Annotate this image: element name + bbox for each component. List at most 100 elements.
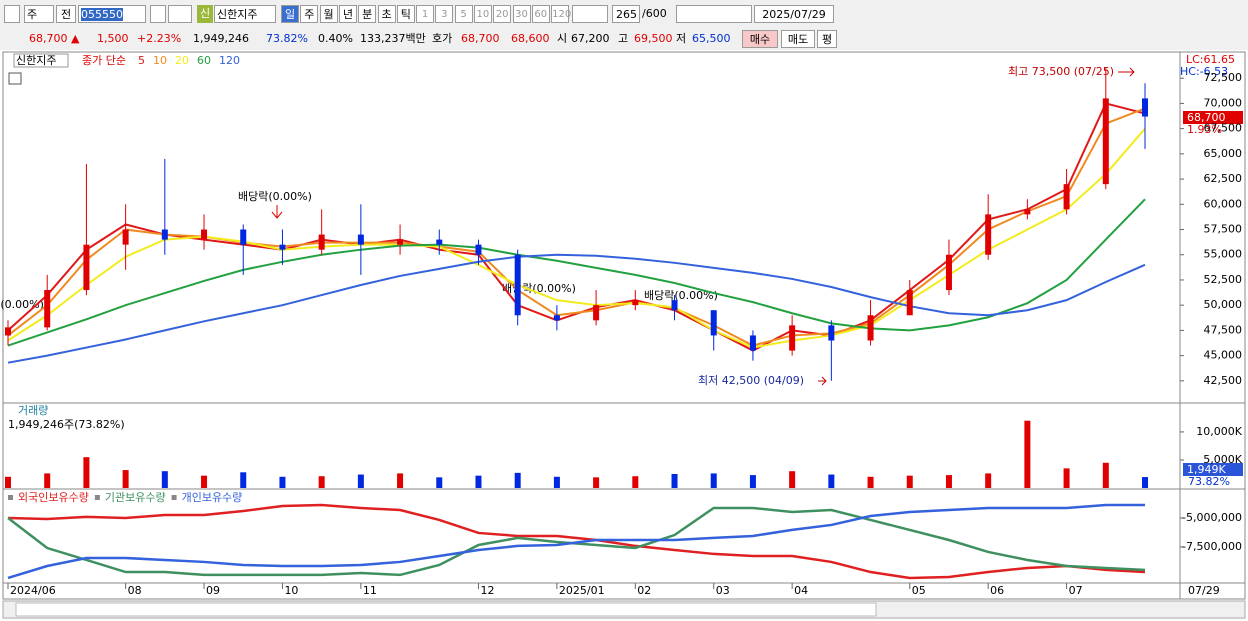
change-pct: +2.23% — [137, 32, 182, 45]
holding-line — [7, 503, 1145, 580]
current-volume: 1,949K — [1187, 463, 1226, 476]
period-button[interactable]: 월 — [319, 5, 338, 23]
low-label: 저 — [676, 32, 687, 45]
volume-bar — [671, 473, 678, 488]
interval-button[interactable]: 60 — [531, 5, 550, 23]
extreme-arrows — [818, 67, 1135, 386]
candle-body — [5, 327, 11, 336]
scroll-thumb[interactable] — [15, 602, 877, 617]
volume-bar — [1142, 477, 1148, 488]
holding-line — [7, 503, 1146, 580]
y-tick-label: -5,000,000 — [1182, 511, 1242, 524]
volume-bar — [1063, 468, 1070, 488]
volume-bar — [632, 476, 639, 488]
tool-icons[interactable] — [676, 5, 752, 23]
interval-button[interactable]: 3 — [435, 5, 454, 23]
x-tick-label: 07 — [1069, 584, 1083, 597]
y-tick-label: 50,000 — [1204, 298, 1243, 311]
y-tick-label: 57,500 — [1204, 223, 1243, 236]
y-tick-label: 47,500 — [1204, 323, 1243, 336]
legend-item: 외국인보유수량 — [18, 491, 89, 504]
volume-bar — [436, 477, 443, 488]
legend-item: 60 — [197, 54, 211, 67]
date-input[interactable]: 2025/07/29 — [754, 5, 834, 23]
volume-bar — [789, 471, 796, 488]
ask: 68,700 — [461, 32, 500, 45]
legend-item: 10 — [153, 54, 167, 67]
period-button[interactable]: 년 — [338, 5, 357, 23]
x-tick-label: 05 — [912, 584, 926, 597]
volume-bar — [985, 473, 992, 488]
high: 69,500 — [634, 32, 673, 45]
ma-line — [7, 102, 1146, 352]
candle-body — [279, 244, 286, 250]
x-tick-label: 12 — [480, 584, 494, 597]
search-button[interactable] — [150, 5, 166, 23]
candle-body — [122, 229, 129, 245]
y-tick-label: 42,500 — [1204, 374, 1243, 387]
candle-body — [240, 229, 247, 245]
period-button[interactable]: 분 — [358, 5, 377, 23]
candle-body — [44, 290, 51, 328]
y-tick-label: 72,500 — [1204, 71, 1243, 84]
amount: 133,237백만 — [360, 32, 426, 45]
candle-body — [161, 229, 168, 240]
menu-icon[interactable] — [4, 5, 20, 23]
legend-item: 5 — [138, 54, 145, 67]
bid-label: 호가 — [432, 32, 453, 45]
sound-button[interactable] — [168, 5, 192, 23]
volume-bar — [279, 476, 286, 488]
x-tick-label: 08 — [128, 584, 142, 597]
interval-button[interactable]: 120 — [551, 5, 571, 23]
low-label: 최저 42,500 (04/09) — [698, 374, 804, 387]
avg-button[interactable]: 평 — [817, 30, 837, 48]
prev-button[interactable]: 전 — [56, 5, 76, 23]
period-button[interactable]: 일 — [281, 5, 299, 23]
x-tick-label: 11 — [363, 584, 377, 597]
sell-button[interactable]: 매도 — [781, 30, 815, 48]
interval-select[interactable] — [572, 5, 608, 23]
open-label: 시 — [557, 32, 568, 45]
hc-label: HC:-6.53 — [1180, 65, 1228, 78]
period-button[interactable]: 초 — [377, 5, 396, 23]
price: 68,700 ▲ — [29, 32, 80, 45]
interval-button[interactable]: 30 — [512, 5, 531, 23]
y-tick-label: 62,500 — [1204, 172, 1243, 185]
high-label: 고 — [618, 32, 629, 45]
volume-bar — [357, 474, 364, 488]
bid: 68,600 — [511, 32, 550, 45]
period-button[interactable]: 틱 — [396, 5, 415, 23]
buy-button[interactable]: 매수 — [742, 30, 778, 48]
interval-button[interactable]: 5 — [454, 5, 473, 23]
volume-subtitle: 1,949,246주(73.82%) — [8, 418, 125, 431]
x-tick-label: 02 — [637, 584, 651, 597]
market-select[interactable]: 주 — [24, 5, 54, 23]
current-change: 1.93% — [1187, 123, 1222, 136]
count-input[interactable]: 265 — [612, 5, 640, 23]
volume-bar — [5, 476, 11, 488]
candle-body — [475, 244, 482, 255]
ma-line — [7, 127, 1146, 349]
lc-label: LC:61.65 — [1186, 53, 1235, 66]
legend-item: 20 — [175, 54, 189, 67]
period-button[interactable]: 주 — [300, 5, 319, 23]
volume-bar — [1102, 462, 1109, 488]
table-icon[interactable] — [8, 72, 22, 85]
volume-bar — [867, 476, 874, 488]
candle-body — [397, 239, 404, 245]
volume-ratio: 73.82% — [266, 32, 308, 45]
y-tick-label: 10,000K — [1196, 425, 1242, 438]
legend-ma-label: 종가 단순 — [82, 54, 126, 67]
interval-button[interactable]: 20 — [493, 5, 512, 23]
volume-bar — [945, 475, 952, 488]
code-input[interactable]: 055550 — [78, 5, 146, 23]
volume-bar — [828, 474, 835, 488]
volume-bar — [514, 472, 521, 488]
turnover: 0.40% — [318, 32, 353, 45]
volume-bar — [161, 471, 168, 488]
interval-button[interactable]: 1 — [416, 5, 434, 23]
candle-body — [514, 254, 521, 316]
interval-button[interactable]: 10 — [473, 5, 492, 23]
volume-bar — [593, 477, 600, 488]
last-date: 07/29 — [1188, 584, 1220, 597]
